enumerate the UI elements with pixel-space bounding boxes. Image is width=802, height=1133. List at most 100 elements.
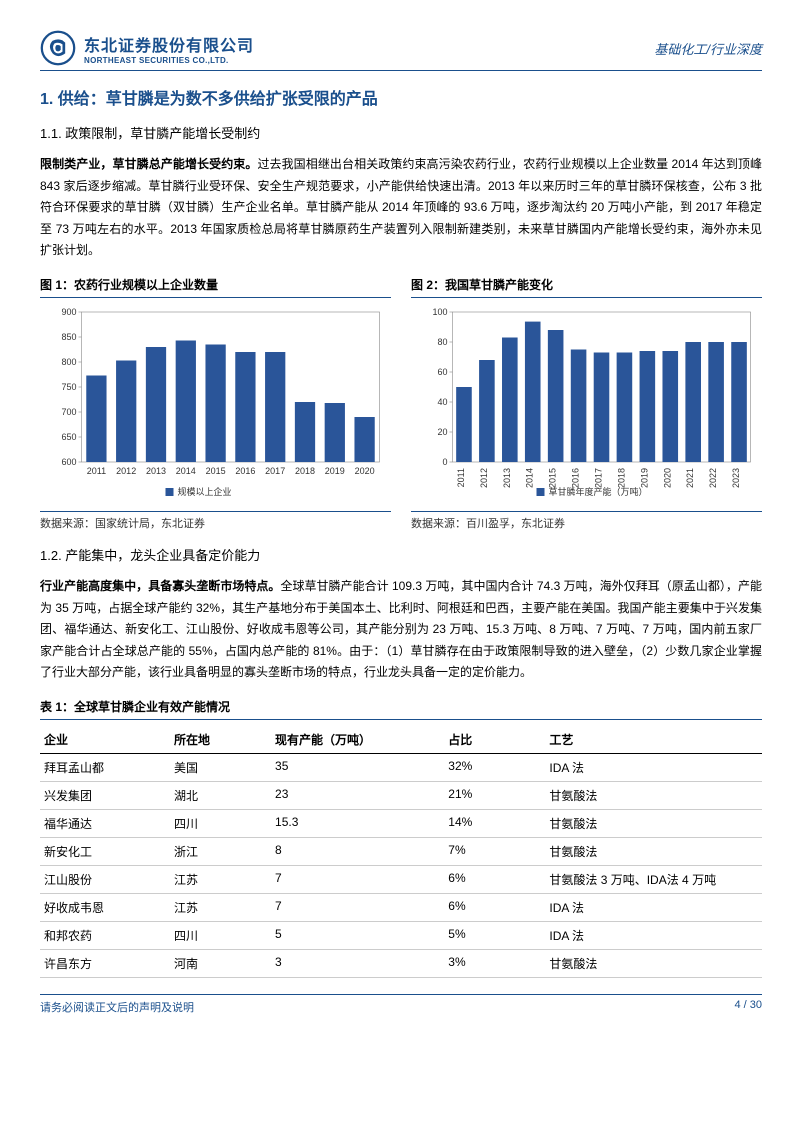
company-name-cn: 东北证券股份有限公司 [84,32,254,56]
table-cell: 21% [444,781,545,809]
table-cell: 6% [444,865,545,893]
table-cell: 8 [271,837,444,865]
table-cell: 许昌东方 [40,949,170,977]
chart-1-block: 图 1：农药行业规模以上企业数量 600 650 700 750 800 850 900 20… [40,276,391,531]
table-row: 兴发集团湖北2321%甘氨酸法 [40,781,762,809]
svg-text:2014: 2014 [176,466,196,476]
svg-text:2011: 2011 [456,468,466,487]
svg-text:20: 20 [437,427,447,437]
table-cell: 23 [271,781,444,809]
svg-text:600: 600 [61,457,76,467]
svg-text:2013: 2013 [502,468,512,488]
table-cell: 和邦农药 [40,921,170,949]
table-header-cell: 现有产能（万吨） [271,726,444,754]
table-cell: 14% [444,809,545,837]
table-cell: 河南 [170,949,271,977]
table-cell: 江苏 [170,893,271,921]
table-cell: IDA 法 [545,893,762,921]
chart-2-block: 图 2：我国草甘膦产能变化 02040608010020112012201320… [411,276,762,531]
table-cell: 湖北 [170,781,271,809]
svg-text:2020: 2020 [355,466,375,476]
svg-text:2018: 2018 [616,468,626,488]
doc-category: 基础化工/行业深度 [654,39,762,58]
svg-text:2019: 2019 [325,466,345,476]
table-cell: 7 [271,893,444,921]
table-cell: 浙江 [170,837,271,865]
table-cell: 兴发集团 [40,781,170,809]
table-cell: 7% [444,837,545,865]
table-header-cell: 工艺 [545,726,762,754]
svg-text:2020: 2020 [662,468,672,488]
svg-text:2021: 2021 [685,468,695,488]
page-number: 4 / 30 [734,999,762,1015]
svg-text:2012: 2012 [116,466,136,476]
svg-text:2022: 2022 [708,468,718,488]
table-cell: 四川 [170,921,271,949]
table-header-cell: 占比 [444,726,545,754]
svg-text:0: 0 [442,457,447,467]
chart-1-source: 数据来源：国家统计局，东北证券 [40,511,391,531]
table-1-title: 表 1：全球草甘膦企业有效产能情况 [40,698,762,720]
svg-text:650: 650 [61,432,76,442]
footer-disclaimer: 请务必阅读正文后的声明及说明 [40,999,194,1015]
company-logo-icon [40,30,76,66]
svg-text:60: 60 [437,367,447,377]
svg-text:700: 700 [61,407,76,417]
table-header-cell: 企业 [40,726,170,754]
svg-text:规模以上企业: 规模以上企业 [178,486,232,497]
svg-text:2023: 2023 [731,468,741,488]
table-cell: 6% [444,893,545,921]
page-footer: 请务必阅读正文后的声明及说明 4 / 30 [40,994,762,1015]
table-row: 拜耳孟山都美国3532%IDA 法 [40,753,762,781]
svg-text:900: 900 [61,307,76,317]
svg-text:2017: 2017 [594,468,604,488]
chart-1-title: 图 1：农药行业规模以上企业数量 [40,276,391,298]
svg-text:2015: 2015 [548,468,558,488]
table-cell: 好收成韦恩 [40,893,170,921]
svg-text:2014: 2014 [525,468,535,488]
svg-text:草甘膦年度产能（万吨）: 草甘膦年度产能（万吨） [549,486,648,497]
table-cell: 甘氨酸法 [545,949,762,977]
svg-text:2015: 2015 [206,466,226,476]
svg-text:750: 750 [61,382,76,392]
logo: 东北证券股份有限公司 NORTHEAST SECURITIES CO.,LTD. [40,30,254,66]
svg-text:2017: 2017 [265,466,285,476]
table-cell: 3% [444,949,545,977]
svg-text:2013: 2013 [146,466,166,476]
table-1: 企业所在地现有产能（万吨）占比工艺 拜耳孟山都美国3532%IDA 法兴发集团湖… [40,726,762,978]
table-cell: 甘氨酸法 [545,809,762,837]
company-name-en: NORTHEAST SECURITIES CO.,LTD. [84,56,254,65]
svg-text:100: 100 [432,307,447,317]
table-row: 许昌东方河南33%甘氨酸法 [40,949,762,977]
table-cell: 15.3 [271,809,444,837]
table-cell: 5% [444,921,545,949]
svg-text:850: 850 [61,332,76,342]
svg-text:80: 80 [437,337,447,347]
page-header: 东北证券股份有限公司 NORTHEAST SECURITIES CO.,LTD.… [40,30,762,71]
svg-text:40: 40 [437,397,447,407]
table-row: 和邦农药四川55%IDA 法 [40,921,762,949]
table-cell: IDA 法 [545,921,762,949]
table-cell: 35 [271,753,444,781]
svg-text:2012: 2012 [479,468,489,488]
chart-2-source: 数据来源：百川盈孚，东北证券 [411,511,762,531]
table-cell: 新安化工 [40,837,170,865]
svg-text:2016: 2016 [571,468,581,488]
table-header-cell: 所在地 [170,726,271,754]
chart-1-svg: 600 650 700 750 800 850 900 2011 2012 2013 2014 201… [40,304,391,504]
table-cell: IDA 法 [545,753,762,781]
table-row: 福华通达四川15.314%甘氨酸法 [40,809,762,837]
section-1-1-title: 1.1. 政策限制，草甘膦产能增长受制约 [40,123,762,142]
svg-text:800: 800 [61,357,76,367]
section-1-2-title: 1.2. 产能集中，龙头企业具备定价能力 [40,545,762,564]
table-cell: 江苏 [170,865,271,893]
table-cell: 7 [271,865,444,893]
svg-text:2019: 2019 [639,468,649,488]
table-cell: 甘氨酸法 [545,781,762,809]
chart-2-svg: 0 20 40 60 80 100 2011 2012 2013 2014 2015 2016 2017… [411,304,762,504]
svg-text:2011: 2011 [87,466,106,476]
svg-text:2016: 2016 [235,466,255,476]
table-cell: 拜耳孟山都 [40,753,170,781]
svg-text:2018: 2018 [295,466,315,476]
table-cell: 美国 [170,753,271,781]
